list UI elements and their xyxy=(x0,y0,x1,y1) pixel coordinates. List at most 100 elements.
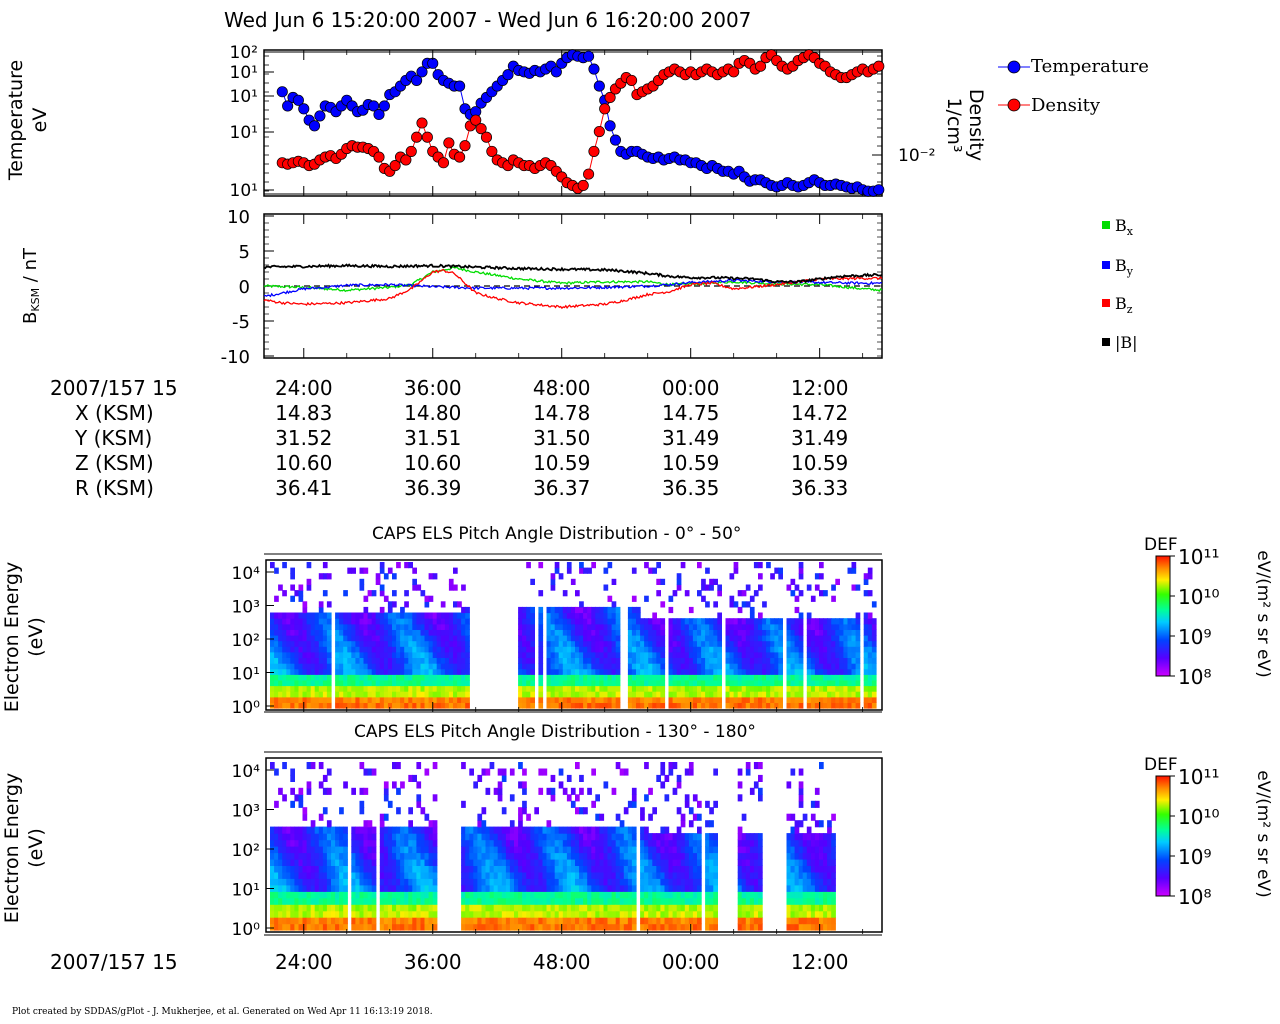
spectrogram-cell xyxy=(619,891,625,899)
spectrogram-cell xyxy=(770,679,775,687)
spectrogram-cell xyxy=(282,852,287,860)
spectrogram-cell xyxy=(461,623,466,630)
spectrogram-cell xyxy=(282,685,287,692)
spectrogram-cell xyxy=(814,640,820,647)
spectrogram-cell xyxy=(554,910,560,918)
spectrogram-cell xyxy=(758,897,763,905)
spectrogram-cell xyxy=(526,618,531,625)
spectrogram-cell xyxy=(579,629,584,636)
spectrogram-cell xyxy=(392,674,397,681)
spectrogram-cell xyxy=(579,826,584,834)
spectrogram-cell xyxy=(282,910,287,918)
spectrogram-cell xyxy=(501,923,507,931)
spectrogram-cell xyxy=(579,640,584,647)
spectrogram-cell xyxy=(481,826,487,834)
spectrogram-cell xyxy=(485,891,491,899)
spectrogram-cell xyxy=(851,651,857,658)
spectrogram-cell xyxy=(623,826,629,834)
spectrogram-cell xyxy=(558,646,564,653)
spectrogram-cell xyxy=(530,858,535,866)
spectrogram-cell xyxy=(412,567,417,574)
spectrogram-cell xyxy=(363,629,369,636)
spectrogram-cell xyxy=(713,846,718,854)
spectrogram-cell xyxy=(286,904,291,912)
spectrogram-cell xyxy=(351,651,356,658)
spectrogram-cell xyxy=(282,696,287,703)
spectrogram-cell xyxy=(847,663,853,670)
spectrogram-cell xyxy=(420,663,426,670)
time-tick-label: 00:00 xyxy=(662,376,720,400)
spectrogram-cell xyxy=(396,668,401,675)
spectrogram-cell xyxy=(729,702,735,709)
spectrogram-cell xyxy=(774,663,779,670)
spectrogram-cell xyxy=(814,839,820,847)
spectrogram-cell xyxy=(371,685,377,692)
spectrogram-cell xyxy=(387,629,393,636)
spectrogram-cell xyxy=(648,668,653,675)
spectrogram-cell xyxy=(827,917,832,925)
spectrogram-cell xyxy=(587,923,592,931)
spectrogram-cell xyxy=(322,651,328,658)
spectrogram-cell xyxy=(583,657,588,664)
spectrogram-cell xyxy=(709,871,714,879)
spectrogram-cell xyxy=(408,833,413,841)
series-line-temperature xyxy=(281,54,879,192)
spectrogram-cell xyxy=(538,923,544,931)
spectrogram-cell xyxy=(501,910,507,918)
spectrogram-cell xyxy=(310,663,316,670)
spectrogram-cell xyxy=(583,833,588,841)
spectrogram-cell xyxy=(774,657,779,664)
spectrogram-cell xyxy=(302,839,308,847)
spectrogram-cell xyxy=(379,679,385,687)
spectrogram-cell xyxy=(400,691,405,698)
spectrogram-cell xyxy=(652,858,657,866)
spectrogram-cell xyxy=(538,897,544,905)
spectrogram-cell xyxy=(745,685,751,692)
spectrogram-cell xyxy=(692,891,698,899)
spectrogram-cell xyxy=(758,839,763,847)
spectrogram-cell xyxy=(457,663,462,670)
spectrogram-cell xyxy=(713,768,718,776)
spectrogram-cell xyxy=(709,674,714,681)
spectrogram-cell xyxy=(579,904,584,912)
spectrogram-cell xyxy=(668,878,674,886)
spectrogram-cell xyxy=(432,762,438,770)
spectrogram-cell xyxy=(766,629,771,636)
spectrogram-cell xyxy=(302,612,308,619)
spectrogram-cell xyxy=(709,820,714,828)
spectrogram-cell xyxy=(444,691,450,698)
spectrogram-cell xyxy=(400,865,405,873)
spectrogram-cell xyxy=(599,897,605,905)
spectrogram-cell xyxy=(831,685,836,692)
spectrogram-cell xyxy=(501,768,507,776)
spectrogram-cell xyxy=(692,833,698,841)
spectrogram-cell xyxy=(603,923,609,931)
spectrogram-cell xyxy=(355,623,361,630)
spectrogram-cell xyxy=(692,640,698,647)
spectrogram-cell xyxy=(867,663,873,670)
spectrogram-cell xyxy=(595,813,600,821)
spectrogram-cell xyxy=(705,651,710,658)
spectrogram-cell xyxy=(363,685,369,692)
spectrogram-cell xyxy=(583,663,588,670)
spectrogram-cell xyxy=(806,640,812,647)
spectrogram-cell xyxy=(546,917,552,925)
spectrogram-cell xyxy=(310,623,316,630)
spectrogram-cell xyxy=(713,833,718,841)
spectrogram-cell xyxy=(831,904,836,912)
spectrogram-cell xyxy=(863,646,869,653)
spectrogram-cell xyxy=(436,702,442,709)
spectrogram-cell xyxy=(819,646,824,653)
spectrogram-cell xyxy=(518,674,523,681)
spectrogram-cell xyxy=(318,897,324,905)
spectrogram-cell xyxy=(469,910,474,918)
spectrogram-cell xyxy=(514,897,519,905)
spectrogram-cell xyxy=(355,839,361,847)
spectrogram-cell xyxy=(465,702,470,709)
spectrogram-cell xyxy=(855,663,861,670)
spectrogram-cell xyxy=(351,657,356,664)
spectrogram-cell xyxy=(758,640,763,647)
spectrogram-cell xyxy=(518,891,523,899)
spectrogram-cell xyxy=(461,685,466,692)
